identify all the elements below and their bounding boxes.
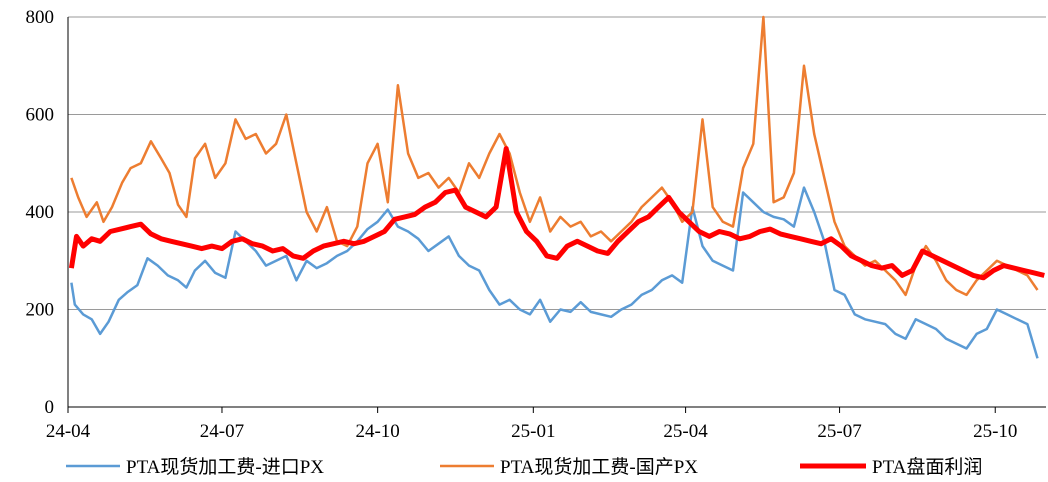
- y-tick-label: 400: [26, 202, 55, 223]
- grid: [68, 16, 1046, 310]
- plot-area: [68, 15, 1045, 359]
- legend: PTA现货加工费-进口PX PTA现货加工费-国产PX PTA盘面利润: [66, 456, 982, 478]
- legend-label-2: PTA盘面利润: [872, 456, 982, 478]
- x-tick-label: 24-07: [200, 421, 244, 442]
- y-tick-label: 600: [26, 105, 55, 126]
- x-tick-label: 25-04: [663, 421, 708, 442]
- y-axis: 0 200 400 600 800: [26, 7, 69, 418]
- legend-label-0: PTA现货加工费-进口PX: [126, 456, 324, 478]
- y-tick-label: 200: [26, 300, 55, 321]
- x-tick-label: 24-10: [355, 421, 399, 442]
- series-line-0: [70, 186, 1039, 359]
- y-tick-label: 800: [26, 7, 55, 28]
- x-tick-label: 24-04: [46, 421, 91, 442]
- x-tick-label: 25-01: [511, 421, 555, 442]
- series-line-2: [68, 146, 1045, 281]
- y-tick-label: 0: [45, 397, 55, 418]
- series-line-1: [70, 15, 1039, 297]
- x-axis: 24-04 24-07 24-10 25-01 25-04 25-07 25-10: [46, 406, 1046, 442]
- x-tick-label: 25-07: [817, 421, 861, 442]
- legend-label-1: PTA现货加工费-国产PX: [500, 456, 698, 478]
- x-tick-label: 25-10: [973, 421, 1017, 442]
